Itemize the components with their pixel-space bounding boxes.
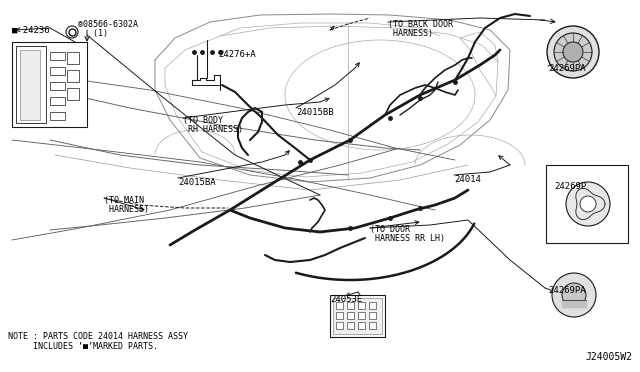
Text: 24269P: 24269P bbox=[554, 182, 586, 191]
Text: (TO MAIN: (TO MAIN bbox=[104, 196, 144, 205]
Text: J24005W2: J24005W2 bbox=[585, 352, 632, 362]
Bar bbox=[369, 312, 376, 319]
Bar bbox=[67, 88, 79, 100]
Bar bbox=[358, 322, 365, 329]
Text: HARNESS RR LH): HARNESS RR LH) bbox=[370, 234, 445, 243]
Polygon shape bbox=[562, 300, 586, 307]
Polygon shape bbox=[155, 14, 510, 182]
Text: (TO BACK DOOR: (TO BACK DOOR bbox=[388, 20, 453, 29]
Circle shape bbox=[562, 283, 586, 307]
Bar bbox=[50, 112, 65, 120]
Bar bbox=[347, 312, 354, 319]
Bar bbox=[358, 302, 365, 309]
Circle shape bbox=[566, 182, 610, 226]
Bar bbox=[67, 52, 79, 64]
Bar bbox=[330, 295, 385, 337]
Text: 24015BB: 24015BB bbox=[296, 108, 333, 117]
Circle shape bbox=[547, 26, 599, 78]
Circle shape bbox=[554, 33, 592, 71]
Bar bbox=[347, 302, 354, 309]
Bar bbox=[50, 82, 65, 90]
Text: (1): (1) bbox=[78, 29, 108, 38]
Bar bbox=[336, 302, 343, 309]
Text: INCLUDES ’■’MARKED PARTS.: INCLUDES ’■’MARKED PARTS. bbox=[8, 342, 158, 351]
Bar bbox=[20, 50, 40, 120]
Circle shape bbox=[563, 42, 583, 62]
Text: 24269PA: 24269PA bbox=[548, 286, 586, 295]
Text: ■ 24236: ■ 24236 bbox=[12, 26, 50, 35]
Text: NOTE : PARTS CODE 24014 HARNESS ASSY: NOTE : PARTS CODE 24014 HARNESS ASSY bbox=[8, 332, 188, 341]
Bar bbox=[369, 302, 376, 309]
Bar bbox=[333, 298, 382, 334]
Text: HARNESS): HARNESS) bbox=[388, 29, 433, 38]
Bar bbox=[67, 70, 79, 82]
Text: 24014: 24014 bbox=[454, 175, 481, 184]
Text: HARNESS): HARNESS) bbox=[104, 205, 149, 214]
Text: 24276+A: 24276+A bbox=[218, 50, 255, 59]
Bar bbox=[336, 322, 343, 329]
Circle shape bbox=[580, 196, 596, 212]
Text: (TO BODY: (TO BODY bbox=[183, 116, 223, 125]
Bar bbox=[369, 322, 376, 329]
Text: 24015BA: 24015BA bbox=[178, 178, 216, 187]
Bar bbox=[50, 52, 65, 60]
Text: ®08566-6302A: ®08566-6302A bbox=[78, 20, 138, 29]
Circle shape bbox=[66, 26, 78, 38]
Bar bbox=[50, 97, 65, 105]
Circle shape bbox=[552, 273, 596, 317]
Text: 24053E: 24053E bbox=[330, 295, 362, 304]
Text: RH HARNESS): RH HARNESS) bbox=[183, 125, 243, 134]
Bar bbox=[336, 312, 343, 319]
Bar bbox=[358, 312, 365, 319]
Bar bbox=[50, 67, 65, 75]
Bar bbox=[347, 322, 354, 329]
Text: (TO DOOR: (TO DOOR bbox=[370, 225, 410, 234]
Bar bbox=[546, 165, 628, 243]
Text: 24269PA: 24269PA bbox=[548, 64, 586, 73]
Bar bbox=[12, 42, 87, 127]
Bar bbox=[16, 46, 46, 123]
